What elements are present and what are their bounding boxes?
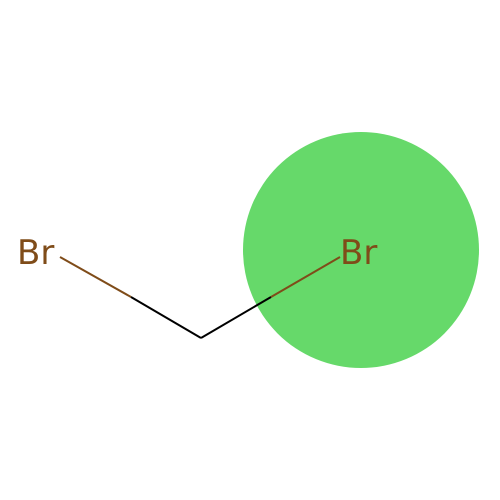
atom-label-br-left: Br bbox=[17, 233, 54, 273]
bond-br-c1-br-half bbox=[59, 256, 132, 298]
bond-c2-br bbox=[270, 256, 341, 298]
bond-c1-c2 bbox=[200, 296, 272, 339]
atom-label-br-right: Br bbox=[340, 233, 377, 273]
atom-highlight-circle bbox=[243, 132, 479, 368]
bond-br-c1-c-half bbox=[130, 296, 202, 339]
